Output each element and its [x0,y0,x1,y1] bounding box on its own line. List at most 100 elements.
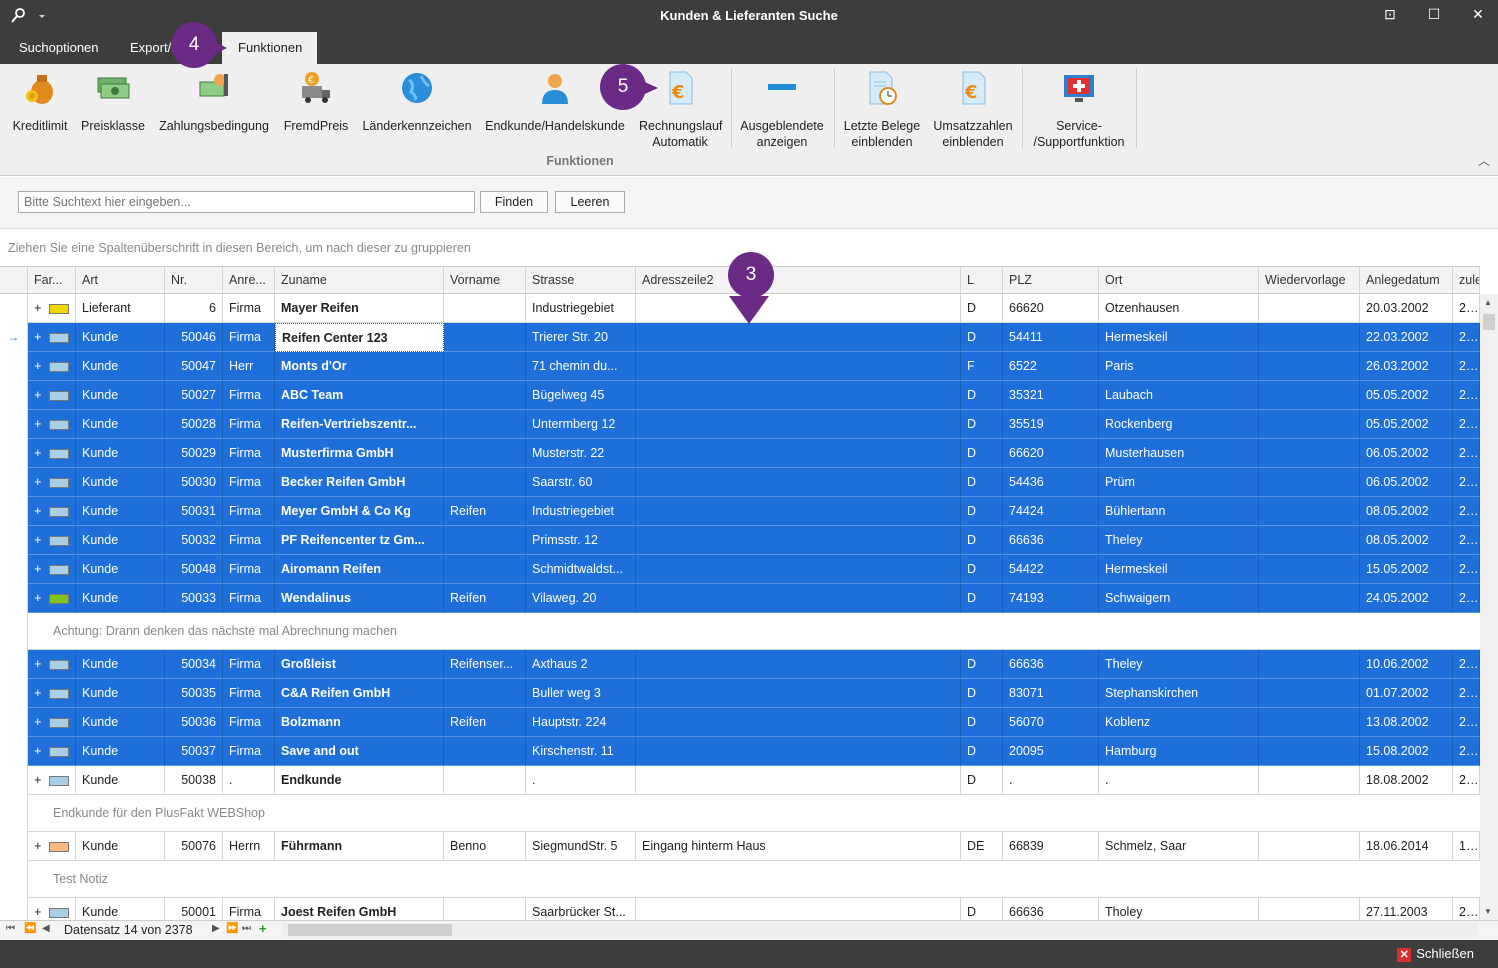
cell-anlage[interactable]: 18.06.2014 [1360,832,1453,861]
expand-row-icon[interactable]: + [34,388,45,402]
cell-strasse[interactable]: Axthaus 2 [526,650,636,679]
cell-zuletzt[interactable]: 27. [1453,737,1480,766]
cell-ort[interactable]: . [1099,766,1259,795]
preisklasse-button[interactable]: Preisklasse [80,64,146,152]
cell-l[interactable]: DE [961,832,1003,861]
cell-ort[interactable]: Theley [1099,650,1259,679]
cell-anlage[interactable]: 05.05.2002 [1360,381,1453,410]
kreditlimit-button[interactable]: Kreditlimit [6,64,74,152]
cell-strasse[interactable]: Bügelweg 45 [526,381,636,410]
row-indicator[interactable] [0,410,28,439]
cell-art[interactable]: Kunde [76,410,165,439]
expand-row-icon[interactable]: + [34,686,45,700]
cell-plz[interactable]: . [1003,766,1099,795]
cell-nr[interactable]: 50035 [165,679,223,708]
cell-zuletzt[interactable]: 27. [1453,766,1480,795]
cell-ort[interactable]: Hermeskeil [1099,555,1259,584]
cell-anrede[interactable]: Firma [223,323,275,352]
cell-art[interactable]: Kunde [76,584,165,613]
cell-zuletzt[interactable]: 27. [1453,352,1480,381]
cell-l[interactable]: D [961,737,1003,766]
expand-row-icon[interactable]: + [34,359,45,373]
cell-vorname[interactable] [444,737,526,766]
cell-anrede[interactable]: Firma [223,468,275,497]
cell-strasse[interactable]: Industriegebiet [526,294,636,323]
cell-strasse[interactable]: Untermberg 12 [526,410,636,439]
cell-l[interactable]: D [961,898,1003,920]
cell-adr2[interactable] [636,584,961,613]
scroll-down-icon[interactable]: ▼ [1484,907,1492,916]
table-row[interactable]: + Kunde 50048 Firma Airomann Reifen Schmidtw… [0,555,1480,584]
cell-zuletzt[interactable]: 23. [1453,584,1480,613]
expand-row-icon[interactable]: + [34,301,45,315]
cell-vorname[interactable] [444,555,526,584]
cell-adr2[interactable] [636,352,961,381]
cell-nr[interactable]: 50046 [165,323,223,352]
cell-art[interactable]: Kunde [76,679,165,708]
cell-vorname[interactable]: Benno [444,832,526,861]
cell-plz[interactable]: 54436 [1003,468,1099,497]
first-record-icon[interactable]: ⏮ [6,923,15,934]
cell-strasse[interactable]: Saarstr. 60 [526,468,636,497]
cell-wv[interactable] [1259,650,1360,679]
expand-row-icon[interactable]: + [34,839,45,853]
cell-ort[interactable]: Rockenberg [1099,410,1259,439]
table-row[interactable]: + Kunde 50076 Herrn Führmann Benno SiegmundSt… [0,832,1480,861]
maximize-icon[interactable]: ☐ [1427,6,1441,22]
color-cell[interactable]: + [28,832,76,861]
color-cell[interactable]: + [28,468,76,497]
cell-nr[interactable]: 50037 [165,737,223,766]
row-indicator[interactable] [0,352,28,381]
expand-row-icon[interactable]: + [34,446,45,460]
color-cell[interactable]: + [28,323,76,352]
table-row[interactable]: + Kunde 50038. Endkunde. D.. 18.08.2002 27. [0,766,1480,795]
cell-plz[interactable]: 66636 [1003,898,1099,920]
cell-nr[interactable]: 6 [165,294,223,323]
cell-anlage[interactable]: 06.05.2002 [1360,468,1453,497]
cell-ort[interactable]: Hamburg [1099,737,1259,766]
cell-nr[interactable]: 50034 [165,650,223,679]
cell-plz[interactable]: 20095 [1003,737,1099,766]
last-record-icon[interactable]: ⏭ [242,923,251,934]
row-indicator[interactable] [0,294,28,323]
cell-l[interactable]: D [961,679,1003,708]
cell-anlage[interactable]: 01.07.2002 [1360,679,1453,708]
cell-zuname[interactable]: C&A Reifen GmbH [275,679,444,708]
cell-zuname[interactable]: Großleist [275,650,444,679]
cell-vorname[interactable] [444,766,526,795]
cell-anlage[interactable]: 26.03.2002 [1360,352,1453,381]
cell-l[interactable]: D [961,497,1003,526]
scroll-up-icon[interactable]: ▲ [1484,298,1492,307]
cell-strasse[interactable]: 71 chemin du... [526,352,636,381]
column-header[interactable]: Art [76,267,165,294]
cell-wv[interactable] [1259,439,1360,468]
row-indicator[interactable] [0,381,28,410]
cell-wv[interactable] [1259,766,1360,795]
cell-plz[interactable]: 66620 [1003,439,1099,468]
cell-wv[interactable] [1259,294,1360,323]
cell-vorname[interactable]: Reifen [444,708,526,737]
cell-zuletzt[interactable]: 27. [1453,650,1480,679]
cell-zuletzt[interactable]: 27. [1453,468,1480,497]
cell-adr2[interactable] [636,679,961,708]
cell-zuname[interactable]: Bolzmann [275,708,444,737]
cell-zuname[interactable]: Save and out [275,737,444,766]
cell-wv[interactable] [1259,898,1360,920]
cell-vorname[interactable] [444,468,526,497]
row-indicator[interactable] [0,766,28,795]
cell-anrede[interactable]: Herr [223,352,275,381]
row-indicator[interactable] [0,708,28,737]
cell-adr2[interactable] [636,650,961,679]
column-header[interactable]: Wiedervorlage [1259,267,1360,294]
cell-zuname[interactable]: Wendalinus [275,584,444,613]
cell-adr2[interactable] [636,410,961,439]
cell-anrede[interactable]: Firma [223,439,275,468]
tab-suchoptionen[interactable]: Suchoptionen [19,40,99,55]
cell-vorname[interactable] [444,898,526,920]
cell-anrede[interactable]: Firma [223,708,275,737]
cell-plz[interactable]: 74424 [1003,497,1099,526]
cell-art[interactable]: Kunde [76,323,165,352]
fremdpreis-button[interactable]: € FremdPreis [280,64,352,152]
prev-record-icon[interactable]: ◀ [42,923,50,934]
cell-strasse[interactable]: Saarbrücker St... [526,898,636,920]
